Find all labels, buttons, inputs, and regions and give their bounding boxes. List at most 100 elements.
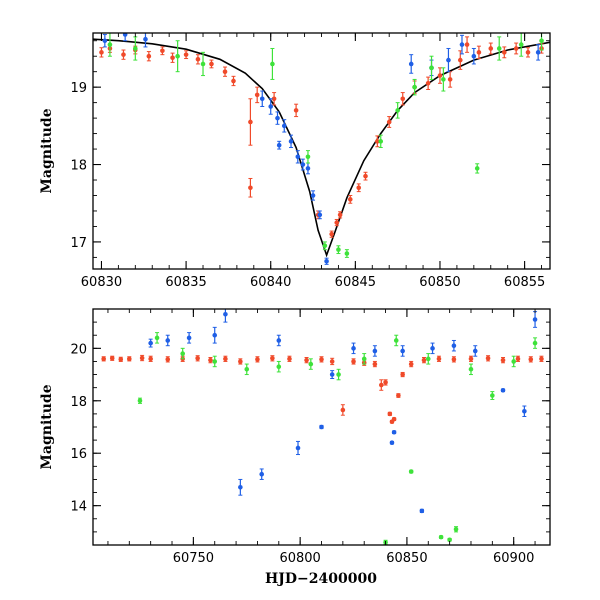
red-data-point bbox=[223, 356, 228, 362]
bottom-panel-light-curve: 60750 60800 60850 60900 14 16 18 20 Magnitude H… bbox=[39, 308, 551, 587]
red-data-point bbox=[400, 372, 405, 377]
green-data-point bbox=[270, 61, 275, 67]
y-tick-label: 19 bbox=[70, 81, 87, 96]
y-tick-label: 14 bbox=[70, 500, 87, 515]
red-data-point bbox=[334, 220, 340, 225]
green-data-point bbox=[175, 53, 180, 59]
red-data-point bbox=[515, 356, 521, 362]
red-data-point bbox=[254, 92, 260, 98]
red-data-point bbox=[195, 355, 200, 361]
green-data-point bbox=[425, 356, 431, 362]
blue-data-point bbox=[276, 142, 282, 148]
blue-series-group bbox=[148, 309, 538, 514]
top-plot-frame bbox=[92, 32, 551, 270]
green-data-point bbox=[200, 61, 206, 67]
green-data-point bbox=[429, 65, 434, 71]
blue-data-point bbox=[102, 38, 108, 44]
red-data-point bbox=[209, 61, 214, 67]
model-curve-line bbox=[93, 38, 550, 258]
blue-data-point bbox=[268, 104, 274, 109]
blue-data-point bbox=[408, 61, 414, 67]
green-data-point bbox=[474, 166, 480, 171]
green-data-point bbox=[276, 364, 282, 369]
red-data-point bbox=[421, 357, 427, 363]
blue-data-point bbox=[186, 335, 192, 341]
red-data-point bbox=[513, 46, 519, 51]
red-data-point bbox=[337, 212, 343, 218]
red-data-point bbox=[270, 355, 275, 361]
blue-data-point bbox=[351, 346, 356, 351]
blue-data-point bbox=[535, 50, 541, 55]
green-data-point bbox=[412, 84, 417, 90]
x-tick-label: 60835 bbox=[165, 275, 206, 290]
green-data-point bbox=[539, 38, 544, 44]
blue-data-point bbox=[305, 166, 311, 171]
x-tick-label: 60850 bbox=[419, 275, 460, 290]
red-data-point bbox=[121, 52, 126, 57]
blue-data-point bbox=[500, 387, 506, 393]
green-data-point bbox=[395, 108, 400, 113]
green-data-point bbox=[511, 359, 516, 364]
red-data-point bbox=[109, 355, 115, 361]
green-data-point bbox=[180, 351, 185, 356]
bottom-axis-ticks: 60750 60800 60850 60900 14 16 18 20 bbox=[70, 308, 550, 566]
red-data-point bbox=[447, 77, 453, 82]
red-data-point bbox=[293, 108, 299, 113]
green-data-point bbox=[212, 359, 218, 364]
blue-data-point bbox=[122, 33, 128, 37]
blue-data-point bbox=[281, 123, 287, 129]
x-tick-label: 60800 bbox=[279, 551, 320, 566]
green-data-point bbox=[344, 251, 350, 256]
red-data-point bbox=[386, 119, 392, 125]
red-data-point bbox=[99, 50, 104, 55]
y-tick-label: 20 bbox=[70, 342, 87, 357]
red-data-point bbox=[425, 80, 431, 86]
blue-data-point bbox=[522, 408, 527, 414]
red-data-point bbox=[231, 78, 236, 84]
blue-data-point bbox=[459, 42, 465, 47]
red-data-point bbox=[208, 357, 213, 363]
blue-data-point bbox=[276, 338, 282, 343]
blue-data-point bbox=[148, 340, 153, 346]
blue-data-point bbox=[324, 258, 329, 264]
red-data-point bbox=[222, 69, 228, 74]
top-panel-light-curve: 60830 60835 60840 60845 60850 60855 17 18 19 Mag… bbox=[39, 32, 551, 290]
green-data-point bbox=[137, 398, 143, 404]
red-data-point bbox=[329, 231, 334, 237]
blue-data-point bbox=[212, 332, 218, 338]
bottom-plot-area bbox=[101, 309, 544, 545]
red-data-point bbox=[408, 361, 414, 367]
blue-data-point bbox=[419, 508, 425, 514]
red-data-point bbox=[457, 57, 463, 63]
red-data-point bbox=[319, 357, 324, 362]
red-data-point bbox=[139, 355, 145, 361]
x-tick-label: 60830 bbox=[81, 275, 122, 290]
blue-data-point bbox=[319, 424, 324, 430]
red-data-point bbox=[383, 380, 388, 385]
top-axis-ticks: 60830 60835 60840 60845 60850 60855 17 18 19 bbox=[70, 33, 550, 290]
red-series-group bbox=[99, 36, 544, 238]
top-y-axis-title: Magnitude bbox=[39, 108, 55, 193]
red-data-point bbox=[391, 416, 397, 422]
red-data-point bbox=[101, 356, 106, 362]
x-tick-label: 60850 bbox=[386, 551, 427, 566]
blue-data-point bbox=[275, 115, 280, 121]
red-data-point bbox=[363, 173, 368, 179]
red-data-point bbox=[436, 356, 442, 362]
green-data-point bbox=[133, 46, 138, 51]
blue-data-point bbox=[310, 193, 316, 198]
red-data-point bbox=[387, 411, 393, 417]
red-data-point bbox=[127, 356, 132, 362]
red-data-point bbox=[400, 96, 406, 102]
top-plot-area bbox=[93, 33, 550, 265]
blue-data-point bbox=[317, 212, 323, 218]
red-data-point bbox=[238, 359, 243, 364]
green-data-point bbox=[322, 243, 328, 249]
x-tick-label: 60750 bbox=[173, 551, 214, 566]
blue-data-point bbox=[389, 440, 395, 446]
red-data-point bbox=[170, 55, 175, 61]
x-tick-label: 60900 bbox=[493, 551, 534, 566]
red-data-point bbox=[304, 357, 309, 363]
blue-data-point bbox=[446, 57, 451, 63]
